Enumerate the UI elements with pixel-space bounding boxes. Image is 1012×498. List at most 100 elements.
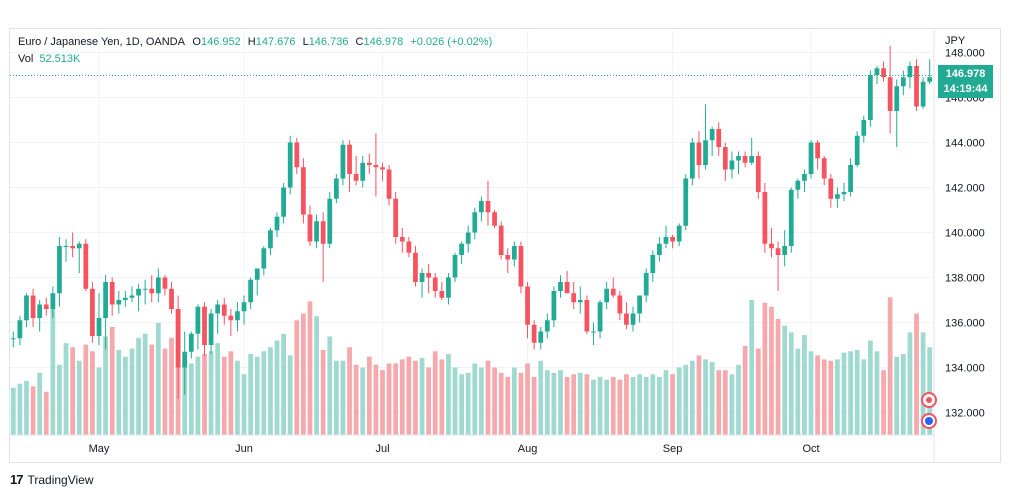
candle-body [848, 165, 853, 192]
candle-body [386, 169, 392, 199]
candle-body [103, 282, 108, 318]
candle-body [340, 144, 346, 179]
last-price: 146.978 [945, 68, 986, 81]
candle-body [505, 255, 511, 260]
volume-bar [399, 359, 405, 435]
volume-bar [353, 364, 359, 435]
candle-body [894, 86, 900, 111]
volume-bar [24, 381, 29, 435]
volume-bar [459, 374, 464, 435]
last-price-tag: 146.978 14:19:44 [938, 65, 993, 99]
volume-bar [373, 364, 379, 435]
candle-body [155, 277, 161, 294]
candle-body [142, 288, 148, 290]
volume-bar [320, 349, 326, 435]
volume-bar [643, 376, 649, 435]
volume-bar [485, 360, 491, 435]
candle-body [43, 304, 49, 309]
low-value: 146.736 [308, 36, 349, 48]
candle-body [538, 331, 544, 343]
candle-body [887, 77, 893, 111]
candle-body [314, 221, 319, 242]
candle-body [30, 295, 36, 318]
volume-bar [907, 332, 913, 435]
candle-body [525, 286, 530, 325]
x-tick-label: Aug [518, 443, 538, 455]
volume-bar [663, 370, 669, 435]
footer[interactable]: 17 TradingView [10, 472, 94, 487]
y-tick-label: 134.000 [945, 363, 985, 375]
volume-bar [637, 374, 642, 435]
candle-body [577, 300, 583, 303]
x-tick-label: Sep [663, 443, 683, 455]
candle-body [406, 241, 412, 253]
candle-body [927, 77, 933, 82]
candle-body [551, 291, 557, 321]
volume-bar [729, 374, 735, 435]
candle-body [90, 288, 95, 336]
low-label: L [302, 36, 309, 48]
volume-bar [301, 313, 306, 435]
volume-bar [314, 316, 319, 435]
volume-bar [393, 363, 399, 435]
volume-bar [76, 360, 82, 435]
volume-bar [900, 354, 906, 435]
candle-body [788, 189, 794, 246]
candle-body [83, 243, 89, 289]
candle-body [116, 300, 122, 305]
candle-body [821, 158, 827, 179]
candle-body [380, 167, 385, 170]
volume-bar [584, 374, 590, 435]
volume-bars [10, 293, 933, 435]
candle-body [294, 142, 300, 168]
y-tick-label: 136.000 [945, 318, 985, 330]
volume-bar [802, 335, 807, 435]
volume-bar [63, 343, 69, 435]
volume-bar [103, 336, 108, 435]
candle-body [722, 147, 728, 170]
candle-body [479, 201, 484, 213]
volume-bar [703, 359, 708, 435]
volume-bar [182, 360, 188, 435]
candle-body [775, 248, 781, 255]
candle-body [769, 243, 774, 249]
candle-body [544, 320, 550, 332]
candle-body [241, 302, 247, 312]
candle-body [498, 225, 504, 255]
y-tick-label: 138.000 [945, 273, 985, 285]
volume-bar [340, 360, 346, 435]
high-value: 147.676 [255, 36, 296, 48]
volume-bar [498, 372, 504, 435]
candle-body [261, 248, 267, 269]
volume-bar [867, 340, 873, 435]
open-value: 146.952 [200, 36, 241, 48]
brand-name: TradingView [27, 472, 94, 487]
candle-body [432, 277, 438, 291]
x-tick-label: Jul [375, 443, 389, 455]
volume-bar [432, 351, 438, 435]
candle-body [459, 243, 464, 255]
candle-body [57, 246, 62, 294]
volume-bar [848, 351, 853, 435]
volume-bar [722, 370, 728, 435]
volume-bar [248, 354, 254, 435]
candle-body [696, 142, 702, 165]
candle-body [17, 320, 23, 339]
volume-bar [366, 356, 372, 435]
volume-bar [452, 367, 458, 435]
candle-body [353, 174, 359, 181]
volume-bar [670, 374, 675, 435]
volume-bar [577, 372, 583, 435]
candle-body [287, 142, 293, 188]
volume-bar [37, 372, 43, 435]
volume-bar [221, 356, 227, 435]
candle-body [123, 297, 128, 300]
candle-body [76, 243, 82, 249]
volume-bar [149, 344, 155, 435]
chart-frame [9, 28, 1001, 463]
volume-bar [755, 348, 761, 435]
chart-legend: Euro / Japanese Yen, 1D, OANDA O146.952 … [18, 36, 492, 48]
volume-bar [426, 367, 432, 435]
candle-body [617, 295, 623, 314]
